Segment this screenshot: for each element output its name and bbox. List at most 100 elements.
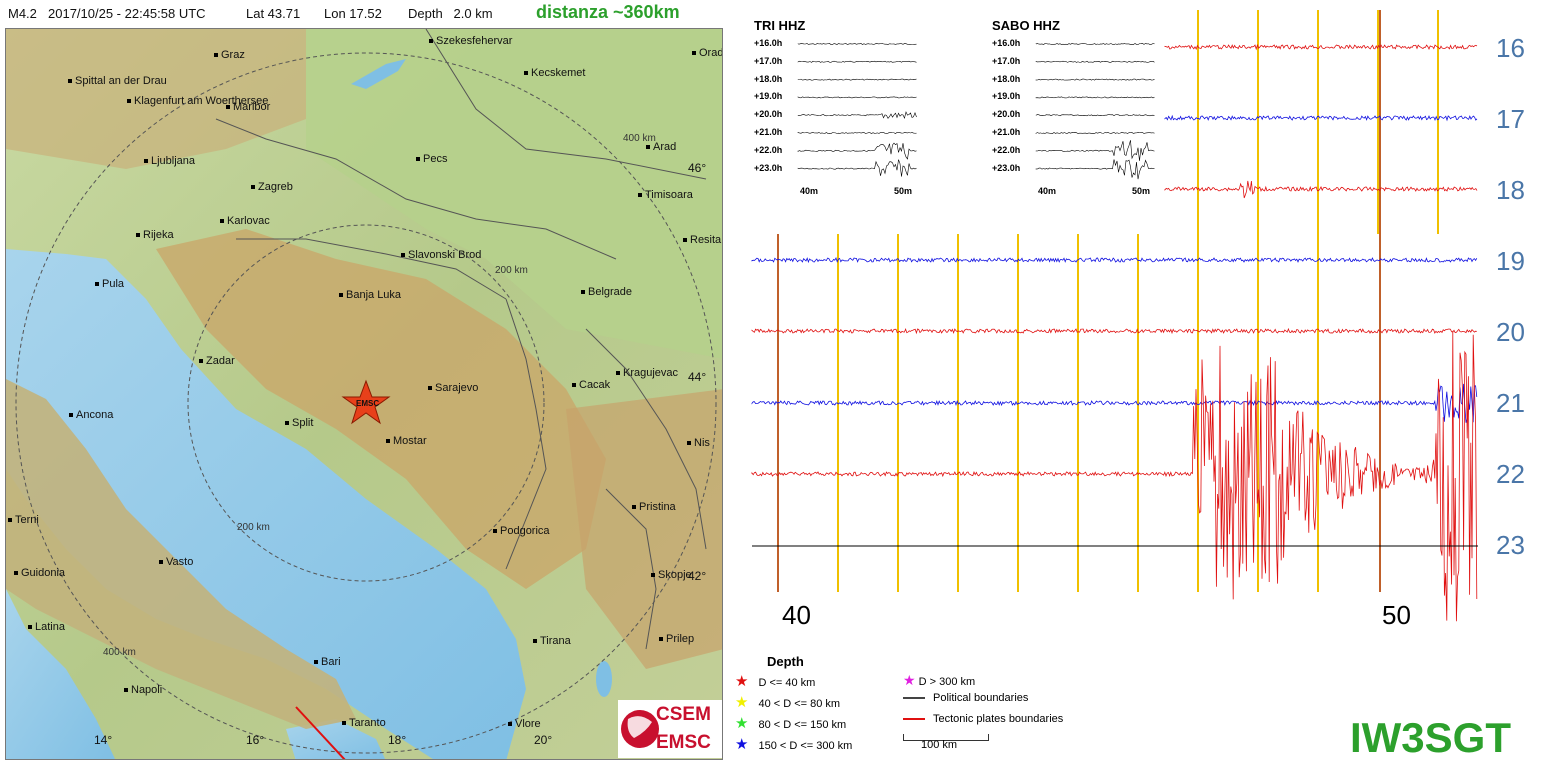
city-dot-icon bbox=[68, 79, 72, 84]
distance-label: 400 km bbox=[103, 647, 136, 658]
epicenter-star-icon bbox=[341, 379, 391, 425]
station-hour-label: +22.0h bbox=[754, 144, 783, 155]
city-name: Klagenfurt am Woerthersee bbox=[134, 95, 269, 107]
callsign: IW3SGT bbox=[1350, 714, 1512, 761]
city-dot-icon bbox=[342, 721, 346, 726]
station-trace bbox=[1035, 78, 1155, 81]
city-dot-icon bbox=[144, 159, 148, 164]
logo-csem: CSEM bbox=[656, 704, 711, 725]
station-title: TRI HHZ bbox=[754, 18, 806, 33]
city-label: Vlore bbox=[508, 718, 541, 730]
city-label: Maribor bbox=[226, 101, 270, 113]
city-label: Zadar bbox=[199, 355, 235, 367]
helicorder-trace bbox=[1164, 114, 1478, 122]
city-name: Karlovac bbox=[227, 215, 270, 227]
city-label: Oradea bbox=[692, 47, 723, 59]
city-dot-icon bbox=[214, 53, 218, 58]
depth: Depth 2.0 km bbox=[408, 6, 493, 21]
helicorder-trace bbox=[1164, 180, 1478, 199]
seismogram-panel: TRI HHZ +16.0h +17.0h +18.0h +19.0h +20.0h +21… bbox=[750, 0, 1543, 762]
city-name: Pristina bbox=[639, 501, 676, 513]
city-label: Timisoara bbox=[638, 189, 693, 201]
city-dot-icon bbox=[683, 238, 687, 243]
city-label: Ancona bbox=[69, 409, 113, 421]
station-hour-label: +17.0h bbox=[754, 55, 783, 66]
legend-political-label: Political boundaries bbox=[933, 692, 1029, 704]
city-label: Nis bbox=[687, 437, 710, 449]
city-label: Belgrade bbox=[581, 286, 632, 298]
distance-label: 200 km bbox=[495, 265, 528, 276]
station-trace bbox=[1035, 132, 1155, 134]
legend-depth-item: ★ 150 < D <= 300 km bbox=[735, 735, 852, 753]
city-name: Mostar bbox=[393, 435, 427, 447]
city-name: Nis bbox=[694, 437, 710, 449]
city-name: Resita bbox=[690, 234, 722, 246]
city-label: Zagreb bbox=[251, 181, 293, 193]
city-label: Terni bbox=[8, 514, 39, 526]
logo-emsc: EMSC bbox=[656, 732, 711, 753]
city-dot-icon bbox=[616, 371, 620, 376]
city-name: Vlore bbox=[515, 718, 541, 730]
city-dot-icon bbox=[285, 421, 289, 426]
city-dot-icon bbox=[251, 185, 255, 190]
distance-label: distanza ~360km bbox=[536, 2, 680, 22]
station-trace bbox=[797, 159, 917, 177]
legend-depth-label: 80 < D <= 150 km bbox=[758, 719, 847, 731]
distance-label: 400 km bbox=[623, 133, 656, 144]
city-label: Klagenfurt am Woerthersee bbox=[127, 95, 268, 107]
station-hour-label: +18.0h bbox=[992, 73, 1021, 84]
station-hour-label: +19.0h bbox=[754, 91, 783, 102]
city-label: Prilep bbox=[659, 633, 694, 645]
coordinate-label: 46° bbox=[688, 161, 707, 175]
city-label: Sarajevo bbox=[428, 382, 478, 394]
station-hour-label: +22.0h bbox=[992, 144, 1021, 155]
city-label: Taranto bbox=[342, 717, 386, 729]
station-hour-label: +23.0h bbox=[992, 162, 1021, 173]
city-name: Vasto bbox=[166, 556, 194, 568]
city-name: Guidonia bbox=[21, 567, 66, 579]
station-hour-label: +17.0h bbox=[992, 55, 1021, 66]
station-trace bbox=[797, 111, 917, 120]
city-name: Graz bbox=[221, 49, 245, 61]
city-dot-icon bbox=[95, 282, 99, 287]
helicorder-trace bbox=[751, 383, 1478, 423]
city-label: Kecskemet bbox=[524, 67, 585, 79]
city-name: Pula bbox=[102, 278, 125, 290]
city-name: Latina bbox=[35, 621, 65, 633]
station-min-start: 40m bbox=[1038, 186, 1057, 196]
legend-tectonic-label: Tectonic plates boundaries bbox=[933, 713, 1064, 725]
city-label: Ljubljana bbox=[144, 155, 195, 167]
scale-label: 100 km bbox=[921, 739, 958, 751]
city-label: Kragujevac bbox=[616, 367, 678, 379]
city-name: Belgrade bbox=[588, 286, 633, 298]
hour-label: 21 bbox=[1496, 388, 1525, 418]
city-name: Ancona bbox=[76, 409, 114, 421]
legend-depth-item: ★ 80 < D <= 150 km bbox=[735, 714, 846, 732]
city-name: Cacak bbox=[579, 379, 611, 391]
helicorder-trace bbox=[751, 330, 1478, 622]
city-dot-icon bbox=[659, 637, 663, 642]
station-trace bbox=[1035, 159, 1155, 180]
station-min-start: 40m bbox=[800, 186, 819, 196]
legend-depth-item: ★ D <= 40 km bbox=[735, 672, 815, 690]
coordinate-label: 16° bbox=[246, 733, 265, 747]
station-trace bbox=[797, 43, 917, 45]
station-hour-label: +20.0h bbox=[992, 109, 1021, 120]
city-name: Arad bbox=[653, 141, 677, 153]
city-label: Bari bbox=[314, 656, 341, 668]
minute-label: 50 bbox=[1382, 600, 1411, 630]
city-dot-icon bbox=[8, 518, 12, 523]
city-dot-icon bbox=[524, 71, 528, 76]
coordinate-label: 14° bbox=[94, 733, 113, 747]
city-dot-icon bbox=[226, 105, 230, 110]
city-dot-icon bbox=[429, 39, 433, 44]
legend-tectonic: Tectonic plates boundaries bbox=[903, 713, 1063, 725]
hour-label: 19 bbox=[1496, 246, 1525, 276]
city-dot-icon bbox=[14, 571, 18, 576]
city-name: Szekesfehervar bbox=[436, 35, 513, 47]
city-dot-icon bbox=[314, 660, 318, 665]
station-hour-label: +16.0h bbox=[992, 38, 1021, 48]
city-name: Oradea bbox=[699, 47, 723, 59]
station-min-end: 50m bbox=[894, 186, 913, 196]
city-name: Pecs bbox=[423, 153, 448, 165]
